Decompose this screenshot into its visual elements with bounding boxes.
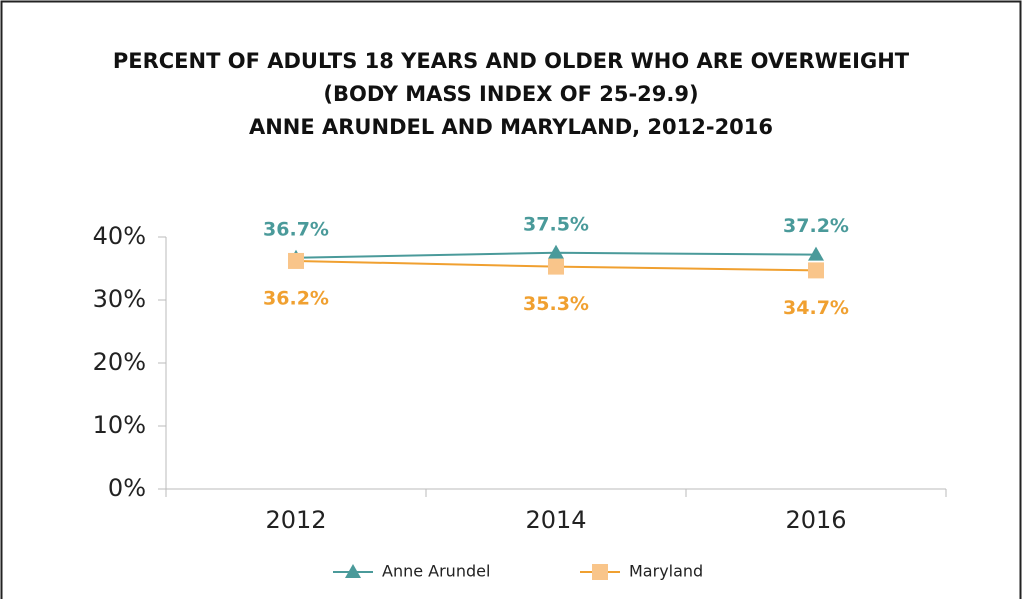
data-label: 36.7% [263,218,329,240]
x-tick-label: 2016 [785,506,846,534]
point [548,244,564,259]
legend-marker [592,564,608,580]
point [548,258,564,275]
y-tick-label: 40% [93,222,146,250]
legend-label: Anne Arundel [382,562,490,581]
chart-title: (BODY MASS INDEX OF 25-29.9) [323,82,698,106]
chart-title: PERCENT OF ADULTS 18 YEARS AND OLDER WHO… [113,49,910,73]
point [808,262,824,279]
data-label: 34.7% [783,297,849,319]
y-tick-label: 10% [93,411,146,439]
data-label: 37.2% [783,215,849,237]
data-label: 37.5% [523,213,589,235]
y-tick-label: 30% [93,285,146,313]
legend-marker [345,564,361,578]
data-label: 35.3% [523,293,589,315]
point [288,252,304,269]
x-tick-label: 2014 [525,506,586,534]
chart-title: ANNE ARUNDEL AND MARYLAND, 2012-2016 [249,115,773,139]
y-tick-label: 20% [93,348,146,376]
legend-label: Maryland [629,562,703,581]
x-tick-label: 2012 [265,506,326,534]
y-tick-label: 0% [108,474,146,502]
point [808,246,824,261]
data-label: 36.2% [263,287,329,309]
